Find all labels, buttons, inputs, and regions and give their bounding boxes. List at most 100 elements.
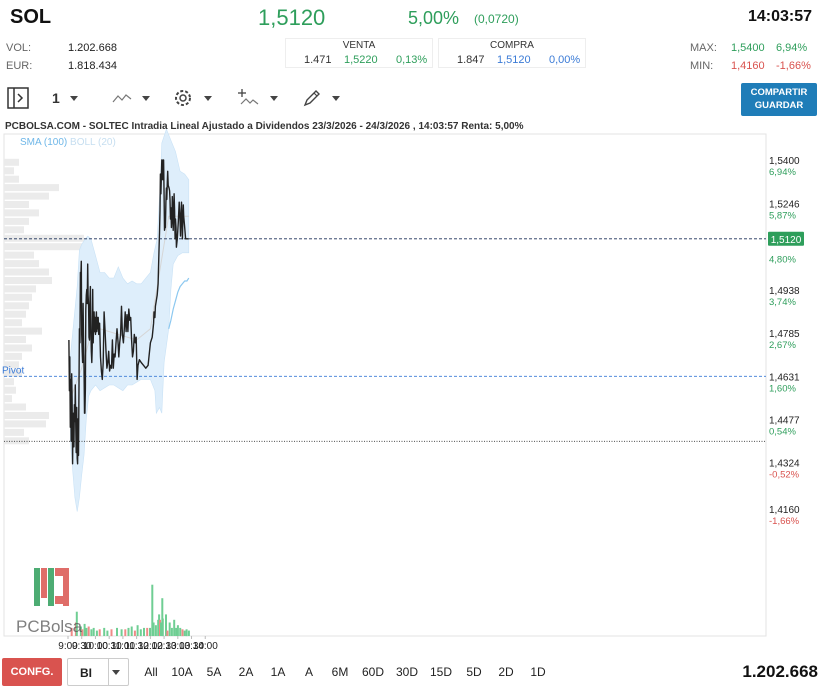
range-button-6m[interactable]: 6M <box>331 665 349 679</box>
volume-bar <box>116 627 118 636</box>
volume-profile-bar <box>4 369 22 377</box>
mode-value: BI <box>80 666 92 680</box>
volume-bar <box>161 598 164 636</box>
range-button-all[interactable]: All <box>144 665 158 679</box>
volume-bar <box>130 626 133 636</box>
sma-line <box>168 277 190 329</box>
min-value: 1,4160 <box>731 60 765 72</box>
x-tick-label: 10:00 <box>83 641 108 652</box>
chevron-down-icon <box>69 95 78 101</box>
range-button-1a[interactable]: 1A <box>270 665 286 679</box>
price-line <box>68 159 189 465</box>
chevron-down-icon <box>270 95 278 101</box>
volume-profile-bar <box>4 260 39 268</box>
volume-bar <box>95 630 98 636</box>
volume-profile-bar <box>4 226 24 234</box>
volume-profile-bar <box>4 412 49 419</box>
volume-bar <box>168 622 171 636</box>
volume-bar <box>181 629 184 637</box>
volume-profile-bar <box>4 344 32 352</box>
x-tick-label: 11:00 <box>111 641 136 652</box>
sell-title: VENTA <box>342 40 376 51</box>
range-button-60d[interactable]: 60D <box>361 665 384 679</box>
legend-boll[interactable]: BOLL (20) <box>70 137 116 148</box>
interval-dropdown[interactable]: 1 <box>52 84 78 112</box>
chart-legend: SMA (100) BOLL (20) <box>20 137 116 148</box>
indicators-dropdown[interactable] <box>238 84 278 112</box>
ticker-symbol: SOL <box>10 6 52 28</box>
bottom-bar: CONFG. BI All 10A 5A 2A 1A A 6M 60D 30D 15D 5D 2D 1D… <box>0 656 830 688</box>
volume-profile-bar <box>4 352 22 360</box>
change-percent: 5,00% <box>408 8 460 28</box>
chart-type-dropdown[interactable] <box>112 84 150 112</box>
x-tick-label: 12:30 <box>152 641 177 652</box>
range-button-15d[interactable]: 15D <box>429 665 452 679</box>
y-tick-pct-label: 1,60% <box>769 383 796 394</box>
draw-tools-dropdown[interactable] <box>302 84 340 112</box>
min-pct: -1,66% <box>776 60 811 72</box>
chevron-down-icon <box>204 95 212 101</box>
y-tick-price-label: 1,4160 <box>769 505 800 516</box>
range-button-2d[interactable]: 2D <box>498 665 514 679</box>
sell-book: VENTA 1.471 1,5220 0,13% <box>285 38 433 68</box>
max-label: MAX: <box>690 42 717 54</box>
range-button-a[interactable]: A <box>304 665 313 679</box>
volume-profile-bar <box>4 268 49 276</box>
pencil-icon <box>303 90 320 107</box>
volume-bar <box>170 627 173 636</box>
x-tick-label: 9:00 <box>58 641 78 652</box>
volume-bar <box>136 625 139 636</box>
volume-bar <box>187 630 190 636</box>
volume-bar <box>143 627 145 636</box>
range-button-1d[interactable]: 1D <box>530 665 546 679</box>
x-tick-label: 14:00 <box>193 641 218 652</box>
volume-bar <box>103 627 106 636</box>
price-chart[interactable]: Pivot1,54006,94%1,52465,87%1,51204,80%1,… <box>0 0 830 656</box>
volume-profile-bar <box>4 327 42 335</box>
max-value: 1,5400 <box>731 42 765 54</box>
y-tick-pct-label: 4,80% <box>769 255 796 266</box>
legend-sma[interactable]: SMA (100) <box>20 137 68 148</box>
volume-bar <box>166 630 169 636</box>
x-tick-label: 11:30 <box>124 641 149 652</box>
share-save-button[interactable]: COMPARTIR GUARDAR <box>741 83 817 116</box>
volume-profile-bar <box>4 251 34 259</box>
volume-profile-bar <box>4 285 36 293</box>
volume-bar <box>79 626 82 636</box>
range-button-5d[interactable]: 5D <box>466 665 482 679</box>
volume-profile-bar <box>4 293 32 301</box>
volume-profile-bar <box>4 386 16 394</box>
volume-profile-bar <box>4 310 26 318</box>
sell-pct: 0,13% <box>396 54 428 66</box>
volume-bar <box>70 627 73 636</box>
volume-profile-bar <box>4 361 19 369</box>
panel-toggle-button[interactable] <box>6 84 30 112</box>
range-button-2a[interactable]: 2A <box>238 665 254 679</box>
volume-bar <box>83 623 86 637</box>
y-tick-pct-label: -0,52% <box>769 470 800 481</box>
x-tick-label: 13:30 <box>179 641 204 652</box>
share-label: COMPARTIR <box>750 87 808 98</box>
volume-bar <box>151 584 154 636</box>
mode-select[interactable]: BI <box>67 658 129 686</box>
volume-bar <box>179 627 182 636</box>
volume-bar <box>87 626 90 636</box>
volume-profile-bar <box>4 192 49 200</box>
y-tick-pct-label: 2,67% <box>769 340 796 351</box>
range-button-10a[interactable]: 10A <box>171 665 193 679</box>
settings-dropdown[interactable] <box>172 84 212 112</box>
min-label: MIN: <box>690 60 714 72</box>
config-button[interactable]: CONFG. <box>2 658 62 686</box>
y-tick-pct-label: -1,66% <box>769 516 800 527</box>
range-button-30d[interactable]: 30D <box>395 665 418 679</box>
volume-profile-bar <box>4 201 29 208</box>
volume-label: VOL: <box>6 42 32 54</box>
volume-bar <box>92 627 95 636</box>
y-tick-pct-label: 5,87% <box>769 210 796 221</box>
volume-bar <box>176 625 179 636</box>
y-tick-price-label: 1,5120 <box>771 235 802 246</box>
range-button-5a[interactable]: 5A <box>206 665 222 679</box>
volume-bar <box>165 614 167 636</box>
interval-value: 1 <box>52 90 60 106</box>
eur-label: EUR: <box>6 60 33 72</box>
